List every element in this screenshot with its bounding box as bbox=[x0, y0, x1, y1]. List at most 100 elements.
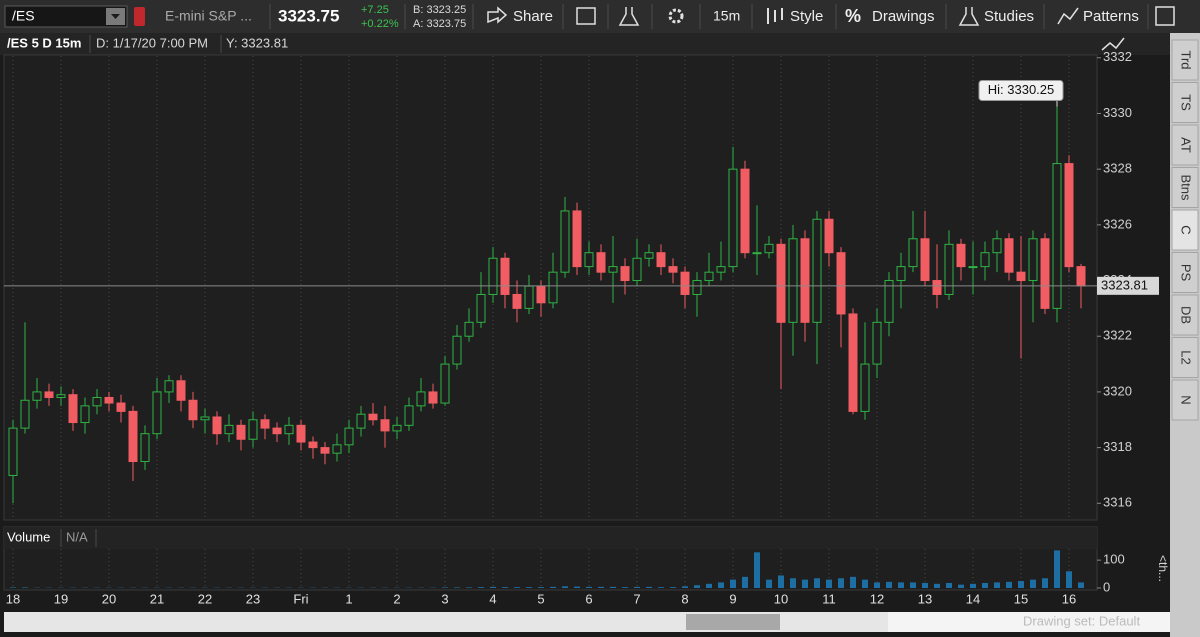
volume-bar bbox=[850, 576, 856, 588]
candle-body bbox=[188, 399, 198, 421]
candle-body bbox=[524, 285, 534, 309]
hi-label-box bbox=[978, 80, 1064, 102]
sidebar-tab[interactable] bbox=[1171, 252, 1199, 293]
candle-body bbox=[248, 419, 258, 440]
volume-bar bbox=[514, 587, 520, 588]
studies-button[interactable]: Studies bbox=[984, 8, 1034, 25]
sidebar-tab-label[interactable]: PS bbox=[1179, 264, 1194, 282]
candle-body bbox=[680, 271, 690, 295]
candle-body bbox=[776, 243, 786, 323]
sidebar-tab[interactable] bbox=[1171, 82, 1199, 123]
sidebar-tab[interactable] bbox=[1171, 337, 1199, 378]
autoscale-icon[interactable] bbox=[1101, 37, 1125, 51]
volume-bar bbox=[634, 586, 640, 588]
volume-bar bbox=[502, 587, 508, 588]
symbol-box[interactable] bbox=[4, 5, 128, 28]
settings-icon[interactable] bbox=[668, 8, 684, 24]
price-label-box bbox=[1097, 276, 1159, 295]
x-tick-label: 14 bbox=[966, 591, 980, 606]
sidebar-tab-label[interactable]: L2 bbox=[1179, 350, 1194, 364]
flask-icon[interactable] bbox=[618, 7, 640, 26]
volume-bar bbox=[658, 587, 664, 588]
volume-bar bbox=[922, 582, 928, 588]
volume-bar bbox=[718, 582, 724, 588]
volume-bar bbox=[682, 586, 688, 588]
candle-body bbox=[1016, 271, 1026, 282]
volume-bar bbox=[766, 579, 772, 588]
volume-bar bbox=[646, 586, 652, 588]
sidebar-tab-label[interactable]: Trd bbox=[1179, 50, 1194, 69]
candle-body bbox=[884, 280, 894, 323]
drawings-button[interactable]: Drawings bbox=[872, 8, 935, 25]
candle-body bbox=[728, 168, 738, 268]
candle-body bbox=[260, 419, 270, 429]
x-tick-label: 8 bbox=[681, 591, 688, 606]
sidebar-tab-label[interactable]: TS bbox=[1179, 94, 1194, 111]
volume-side-label[interactable]: <th... bbox=[1156, 555, 1170, 582]
sidebar-tab-label[interactable]: C bbox=[1179, 225, 1194, 234]
volume-bar bbox=[586, 586, 592, 588]
candle-body bbox=[908, 238, 918, 268]
candle-body bbox=[692, 280, 702, 295]
volume-header bbox=[4, 527, 1097, 549]
volume-bar bbox=[442, 587, 448, 588]
sidebar-tab-label[interactable]: DB bbox=[1179, 306, 1194, 324]
candle-body bbox=[92, 396, 102, 407]
drawings-icon[interactable]: % bbox=[845, 6, 861, 26]
sidebar-tab[interactable] bbox=[1171, 124, 1199, 166]
candle-body bbox=[476, 293, 486, 323]
alert-icon[interactable] bbox=[576, 7, 596, 25]
sidebar-tab-label[interactable]: AT bbox=[1179, 137, 1194, 153]
candle-body bbox=[1004, 238, 1014, 273]
candle-body bbox=[1064, 163, 1074, 268]
candle-body bbox=[32, 391, 42, 401]
x-tick-label: 12 bbox=[870, 591, 884, 606]
candle-body bbox=[368, 413, 378, 421]
candle-body bbox=[656, 252, 666, 268]
volume-bar bbox=[1042, 578, 1048, 588]
candle-body bbox=[488, 257, 498, 295]
volume-bar bbox=[778, 575, 784, 588]
scrollbar[interactable] bbox=[4, 612, 1170, 632]
volume-bar bbox=[1078, 582, 1084, 588]
studies-icon[interactable] bbox=[958, 7, 980, 26]
candle-body bbox=[512, 293, 522, 309]
x-tick-label: 20 bbox=[102, 591, 116, 606]
share-icon[interactable] bbox=[487, 6, 508, 24]
x-tick-label: 19 bbox=[54, 591, 68, 606]
symbol[interactable]: /ES bbox=[12, 8, 35, 24]
candle-body bbox=[668, 266, 678, 273]
patterns-button[interactable]: Patterns bbox=[1083, 8, 1139, 25]
candle-body bbox=[560, 210, 570, 273]
y-tick-label: 3318 bbox=[1103, 439, 1132, 454]
candle-body bbox=[584, 252, 594, 268]
interval-button[interactable]: 15m bbox=[713, 8, 740, 24]
share-button[interactable]: Share bbox=[513, 8, 553, 25]
style-icon[interactable] bbox=[767, 8, 783, 24]
candle-body bbox=[788, 238, 798, 323]
sidebar-tab[interactable] bbox=[1171, 167, 1199, 208]
sidebar-tab-label[interactable]: N bbox=[1179, 395, 1194, 404]
x-tick-label: 7 bbox=[633, 591, 640, 606]
toolbar bbox=[0, 0, 1200, 33]
sidebar-tab[interactable] bbox=[1171, 209, 1199, 251]
scroll-thumb[interactable] bbox=[686, 614, 780, 630]
drawing-set[interactable]: Drawing set: Default bbox=[1023, 613, 1140, 628]
style-button[interactable]: Style bbox=[790, 8, 823, 25]
sidebar-tab[interactable] bbox=[1171, 294, 1199, 336]
volume-bar bbox=[826, 579, 832, 588]
layout-icon[interactable] bbox=[1155, 6, 1175, 26]
sidebar-tab-label[interactable]: Btns bbox=[1179, 174, 1194, 201]
cursor-date: D: 1/17/20 7:00 PM bbox=[96, 35, 208, 50]
volume-bar bbox=[526, 587, 532, 588]
candle-body bbox=[548, 271, 558, 304]
patterns-icon[interactable] bbox=[1057, 7, 1079, 25]
volume-bar bbox=[1054, 550, 1060, 588]
sidebar-tab[interactable] bbox=[1171, 379, 1199, 421]
sidebar-tab[interactable] bbox=[1171, 39, 1199, 81]
y-tick-label: 0 bbox=[1103, 579, 1110, 594]
link-marker[interactable] bbox=[134, 7, 145, 26]
hi-label: Hi: 3330.25 bbox=[988, 82, 1055, 97]
candle-body bbox=[68, 394, 78, 424]
candle-body bbox=[428, 391, 438, 404]
